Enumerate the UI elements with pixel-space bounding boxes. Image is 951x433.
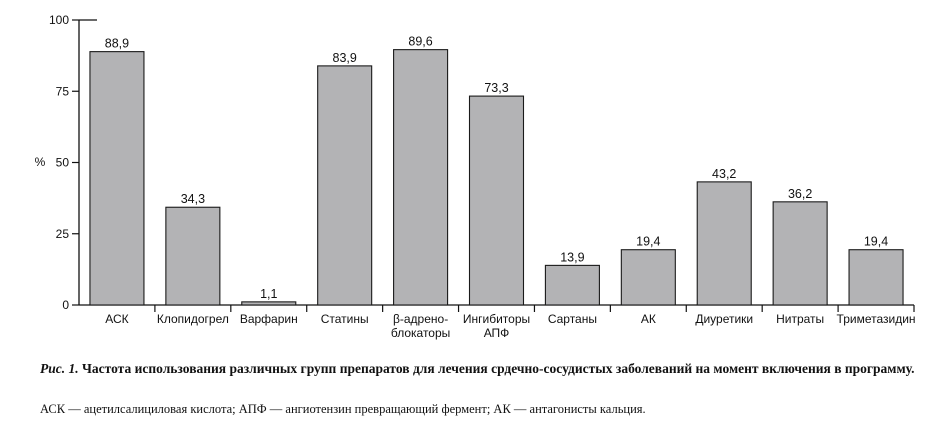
- bar-value-label: 73,3: [484, 81, 508, 95]
- bar-chart: 0 25 50 75 100% 88,9 АСК 34,3 Клопидогрел 1,1 Варф…: [35, 13, 916, 340]
- bar: [241, 301, 297, 306]
- y-tick-label: 50: [56, 156, 70, 170]
- bar: [317, 65, 373, 306]
- figure-caption: Рис. 1. Частота использования различных …: [40, 361, 930, 377]
- bar: [544, 264, 600, 306]
- chart-canvas: 0 25 50 75 100% 88,9 АСК 34,3 Клопидогрел 1,1 Варф…: [35, 13, 916, 340]
- bar: [620, 249, 676, 306]
- x-category-label: АПФ: [484, 326, 510, 340]
- bar-value-label: 1,1: [260, 287, 277, 301]
- x-category-label: Ингибиторы: [463, 312, 530, 326]
- x-category-label: блокаторы: [391, 326, 450, 340]
- bar-value-label: 19,4: [636, 235, 660, 249]
- x-category-label: Диуретики: [695, 312, 753, 326]
- bar: [393, 49, 449, 306]
- bar-value-label: 88,9: [105, 37, 129, 51]
- x-category-label: АСК: [105, 312, 128, 326]
- bar-value-label: 36,2: [788, 187, 812, 201]
- bar-value-label: 43,2: [712, 167, 736, 181]
- x-category-label: Варфарин: [240, 312, 298, 326]
- bar: [848, 249, 904, 306]
- abbreviations-note: АСК — ацетилсалициловая кислота; АПФ — а…: [40, 402, 646, 416]
- y-tick-label: 25: [56, 227, 70, 241]
- bar-value-label: 13,9: [560, 250, 584, 264]
- figure-caption-label: Рис. 1.: [40, 361, 79, 376]
- y-axis-label: %: [35, 155, 46, 169]
- figure-caption-text: Частота использования различных групп пр…: [82, 361, 915, 376]
- bar: [89, 51, 145, 306]
- x-category-label: Нитраты: [776, 312, 824, 326]
- x-category-label: Статины: [321, 312, 369, 326]
- bar-value-label: 34,3: [181, 192, 205, 206]
- y-tick-label: 100: [49, 13, 69, 27]
- x-category-label: Клопидогрел: [157, 312, 229, 326]
- y-tick-label: 75: [56, 84, 70, 98]
- x-category-label: β-адрено-: [393, 312, 448, 326]
- bar: [468, 95, 525, 306]
- x-category-label: Сартаны: [548, 312, 597, 326]
- bar: [165, 206, 221, 306]
- bar-value-label: 83,9: [333, 51, 357, 65]
- bar: [772, 201, 828, 306]
- bar-value-label: 89,6: [408, 35, 432, 49]
- y-tick-label: 0: [62, 298, 69, 312]
- x-category-label: Триметазидин: [837, 312, 916, 326]
- x-category-label: АК: [641, 312, 656, 326]
- bar: [696, 181, 752, 306]
- bar-value-label: 19,4: [864, 235, 888, 249]
